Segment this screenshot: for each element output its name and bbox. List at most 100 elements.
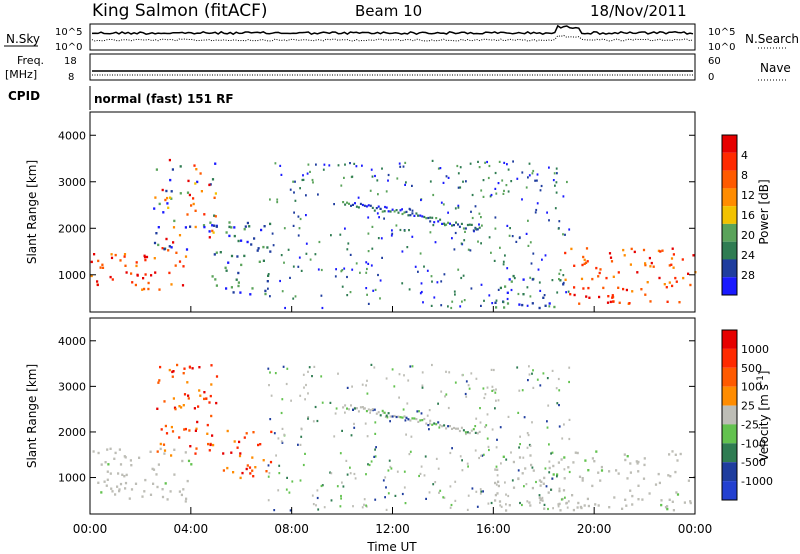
noise-right-tick-bottom: 10^0	[708, 42, 735, 53]
range-cell	[569, 293, 572, 296]
range-cell	[542, 296, 545, 299]
range-cell	[297, 443, 299, 446]
range-cell	[387, 492, 390, 495]
range-cell	[273, 432, 276, 435]
range-cell	[553, 305, 556, 309]
range-cell	[461, 300, 463, 303]
range-cell	[371, 247, 374, 250]
range-cell	[476, 505, 479, 508]
range-cell	[211, 229, 214, 233]
nave-label: Nave	[760, 61, 791, 75]
range-cell	[397, 415, 400, 418]
range-cell	[564, 496, 566, 499]
range-cell	[207, 442, 210, 446]
range-cell	[469, 162, 472, 165]
range-cell	[367, 250, 370, 253]
range-cell	[389, 210, 392, 213]
range-cell	[226, 466, 229, 470]
range-cell	[497, 288, 500, 291]
range-cell	[454, 499, 457, 502]
range-cell	[629, 471, 632, 474]
range-cell	[158, 202, 161, 206]
range-cell	[145, 255, 149, 259]
range-cell	[281, 398, 284, 401]
range-cell	[363, 498, 366, 501]
range-cell	[568, 228, 571, 231]
range-cell	[602, 286, 605, 290]
range-cell	[683, 501, 686, 504]
range-cell	[158, 379, 161, 382]
range-cell	[318, 240, 321, 244]
range-cell	[425, 497, 427, 500]
range-cell	[447, 406, 450, 410]
range-cell	[212, 231, 215, 234]
range-cell	[674, 453, 677, 456]
range-cell	[440, 390, 443, 393]
range-cell	[430, 275, 433, 278]
range-cell	[667, 474, 670, 477]
range-cell	[421, 386, 424, 389]
range-cell	[251, 287, 254, 290]
range-cell	[175, 251, 178, 254]
range-cell	[257, 247, 260, 250]
range-cell	[286, 367, 289, 370]
range-cell	[550, 452, 552, 455]
range-cell	[532, 369, 534, 372]
range-cell	[470, 372, 473, 375]
range-cell	[403, 211, 406, 214]
range-cell	[170, 246, 173, 249]
range-cell	[267, 273, 270, 276]
range-cell	[253, 237, 256, 240]
range-cell	[106, 478, 109, 481]
range-cell	[587, 286, 590, 290]
range-cell	[184, 500, 187, 503]
range-cell	[559, 269, 562, 272]
range-cell	[274, 372, 277, 375]
range-cell	[617, 472, 620, 475]
range-cell	[121, 473, 124, 476]
range-cell	[421, 419, 424, 422]
range-cell	[124, 487, 127, 490]
range-cell	[512, 160, 514, 163]
range-cell	[185, 497, 188, 500]
range-cell	[330, 499, 333, 502]
range-cell	[436, 281, 439, 284]
range-cell	[657, 472, 660, 476]
range-cell	[480, 283, 483, 286]
range-cell	[373, 455, 376, 458]
range-cell	[542, 372, 545, 375]
range-cell	[294, 295, 297, 298]
range-cell	[374, 174, 376, 178]
range-cell	[506, 297, 509, 301]
range-cell	[637, 460, 640, 464]
range-cell	[361, 164, 363, 167]
range-cell	[384, 496, 386, 499]
range-cell	[451, 427, 453, 430]
range-cell	[262, 259, 265, 262]
range-cell	[496, 438, 498, 441]
range-cell	[491, 428, 494, 431]
range-cell	[245, 467, 248, 471]
range-cell	[546, 211, 548, 214]
range-cell	[681, 258, 684, 261]
range-cell	[371, 225, 374, 228]
range-cell	[302, 178, 305, 181]
range-cell	[302, 463, 305, 467]
range-cell	[344, 227, 346, 230]
range-cell	[562, 233, 564, 236]
range-cell	[403, 374, 405, 377]
range-cell	[595, 450, 598, 453]
range-cell	[413, 214, 416, 217]
range-cell	[178, 490, 181, 493]
range-cell	[536, 173, 539, 176]
range-cell	[161, 247, 164, 250]
range-cell	[482, 387, 485, 390]
range-cell	[468, 432, 471, 435]
range-cell	[479, 407, 481, 410]
range-cell	[573, 293, 576, 297]
range-cell	[164, 424, 167, 428]
range-cell	[361, 203, 364, 207]
range-cell	[451, 447, 453, 450]
range-cell	[350, 204, 352, 207]
range-cell	[203, 225, 206, 229]
